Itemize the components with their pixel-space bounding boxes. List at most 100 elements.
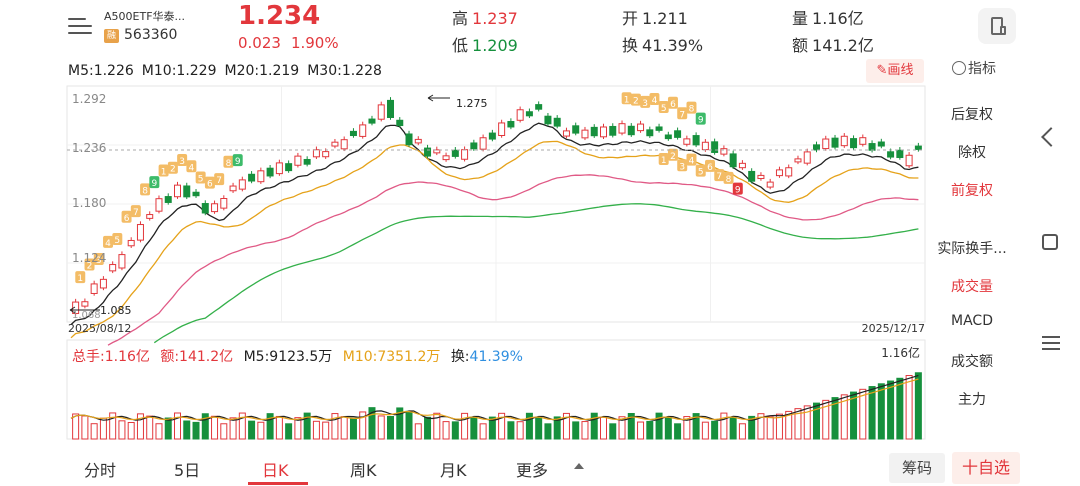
candle-down xyxy=(424,147,432,157)
ma-lines xyxy=(70,122,919,346)
candle-down xyxy=(248,173,256,182)
candle-down xyxy=(868,143,876,151)
td-badge xyxy=(695,164,706,177)
volume-bar-up xyxy=(775,413,783,440)
add-watchlist-button[interactable]: 十自选 xyxy=(952,452,1020,484)
candle-up xyxy=(618,123,626,134)
volume-bar-up xyxy=(294,417,302,440)
candle-up xyxy=(414,138,422,144)
td-number: 5 xyxy=(698,168,704,178)
volume-bar-up xyxy=(127,422,135,440)
landscape-toggle-button[interactable] xyxy=(978,8,1016,44)
tab-intraday[interactable]: 分时 xyxy=(84,461,117,480)
home-icon[interactable] xyxy=(1042,234,1058,250)
amount-value: 141.2亿 xyxy=(812,36,874,55)
td-number: 4 xyxy=(689,157,695,167)
td-number: 2 xyxy=(633,97,639,107)
indicator-main-force[interactable]: 主力 xyxy=(958,392,986,408)
td-badge xyxy=(186,160,197,173)
candle-down xyxy=(368,118,376,124)
candle-up xyxy=(211,203,219,213)
candle-up xyxy=(312,149,320,158)
caret-up-icon[interactable] xyxy=(574,463,584,469)
candle-up xyxy=(146,214,154,219)
tab-5day[interactable]: 5日 xyxy=(174,461,201,480)
volume-value: 1.16亿 xyxy=(812,9,864,28)
td-number: 6 xyxy=(670,100,676,110)
indicator-volume[interactable]: 成交量 xyxy=(951,279,993,295)
adjust-none[interactable]: 除权 xyxy=(958,145,986,161)
indicator-real-turnover[interactable]: 实际换手... xyxy=(937,241,1007,257)
candle-up xyxy=(442,155,450,161)
candle-up xyxy=(118,254,126,269)
td-badge xyxy=(630,93,641,106)
min-arrow xyxy=(69,306,100,314)
volume-bar-up xyxy=(618,416,626,440)
tab-daily-k[interactable]: 日K xyxy=(262,461,289,480)
y-tick-label: 1.124 xyxy=(72,251,106,265)
indicator-button[interactable]: 指标 xyxy=(952,58,996,78)
volume-bar-down xyxy=(887,380,895,440)
td-badge xyxy=(167,161,178,174)
td-badge xyxy=(177,153,188,166)
candle-up xyxy=(600,126,607,138)
volume-bar-up xyxy=(433,412,441,440)
volume-bar-up xyxy=(359,411,367,440)
menu-icon[interactable] xyxy=(68,16,92,36)
candle-down xyxy=(192,191,200,197)
td-number: 9 xyxy=(698,116,704,126)
volume-bar-down xyxy=(748,415,756,440)
adjust-post[interactable]: 后复权 xyxy=(951,107,993,123)
td-badge xyxy=(84,258,95,271)
candle-down xyxy=(850,138,858,149)
stock-name[interactable]: A500ETF华泰... xyxy=(104,10,186,23)
td-badge xyxy=(93,252,104,265)
volume-bar-up xyxy=(72,413,80,440)
volume-bar-down xyxy=(451,421,459,440)
volume-bar-down xyxy=(664,417,672,440)
volume-bar-up xyxy=(90,423,98,440)
recent-apps-icon[interactable] xyxy=(1042,334,1060,352)
candle-up xyxy=(766,181,774,188)
current-price: 1.234 xyxy=(238,1,321,31)
chip-distribution-button[interactable]: 筹码 xyxy=(889,453,945,483)
ma10-label: M10:1.229 xyxy=(141,63,217,79)
td-number: 5 xyxy=(114,236,120,246)
amount-label: 额 xyxy=(792,36,809,55)
candle-up xyxy=(803,151,811,164)
td-number: 1 xyxy=(161,168,167,178)
volume-ma-lines xyxy=(70,374,919,421)
td-badge xyxy=(121,210,132,223)
tab-monthly-k[interactable]: 月K xyxy=(440,461,467,480)
candle-up xyxy=(294,155,302,166)
adjust-pre[interactable]: 前复权 xyxy=(951,183,993,199)
td-number: 3 xyxy=(679,162,685,172)
indicator-amount[interactable]: 成交额 xyxy=(951,354,993,370)
draw-line-button[interactable]: ✎画线 xyxy=(866,59,924,83)
tab-weekly-k[interactable]: 周K xyxy=(350,461,377,480)
volume-bar-up xyxy=(155,423,163,440)
candle-down xyxy=(183,185,191,198)
td-number: 9 xyxy=(151,179,157,189)
volume-bar-down xyxy=(192,421,200,440)
candle-up xyxy=(738,162,746,169)
td-number: 9 xyxy=(235,157,241,167)
td-badge xyxy=(112,232,123,245)
low-value: 1.209 xyxy=(472,36,518,55)
candle-down xyxy=(877,141,885,147)
volume-bar-down xyxy=(349,417,357,440)
indicator-label: 指标 xyxy=(968,61,996,77)
td-number: 8 xyxy=(726,175,732,185)
volume-ma5-line xyxy=(70,374,919,421)
volume-m10: M10:7351.2万 xyxy=(342,349,441,365)
kline-axis-text: 1.292 1.236 1.180 1.124 2025/08/12 2025/12/17… xyxy=(67,92,925,360)
indicator-macd[interactable]: MACD xyxy=(951,313,993,329)
volume-bar-up xyxy=(794,408,802,440)
candle-down xyxy=(405,133,413,146)
tab-more[interactable]: 更多 xyxy=(516,461,549,480)
candle-up xyxy=(461,149,469,160)
td-number: 4 xyxy=(105,239,111,249)
candle-up xyxy=(701,141,709,151)
